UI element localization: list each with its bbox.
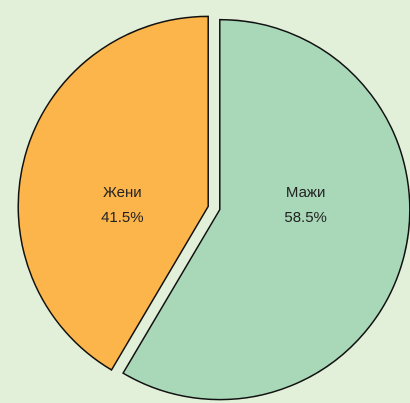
value-label: 41.5% [101, 209, 144, 226]
pie-slice [17, 15, 209, 371]
pie-slice [122, 18, 410, 401]
slice-label: Мажи [286, 184, 325, 201]
slice-label: Жени [103, 184, 142, 201]
value-label: 58.5% [284, 209, 327, 226]
